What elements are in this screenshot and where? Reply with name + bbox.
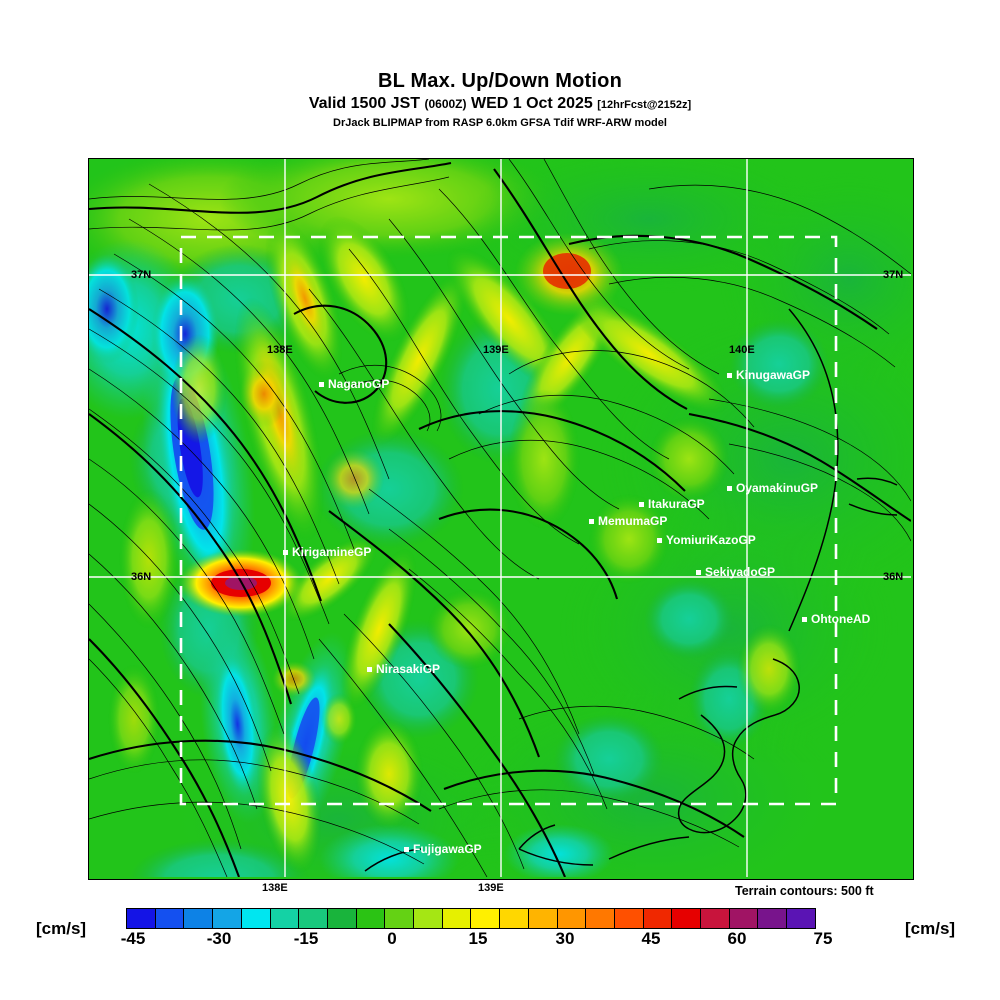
colorbar-tick-30: 30	[555, 929, 575, 948]
station-dot-icon	[802, 616, 807, 622]
graticule-layer	[89, 159, 911, 877]
colorbar-swatch-23	[787, 909, 815, 928]
colorbar-tick-45: 45	[641, 929, 661, 948]
terrain-contour-note: Terrain contours: 500 ft	[735, 884, 874, 898]
colorbar-swatch-17	[614, 909, 644, 928]
station-label: KirigamineGP	[292, 545, 372, 559]
station-label: KinugawaGP	[736, 368, 811, 382]
colorbar-swatch-22	[758, 909, 788, 928]
station-marker-memumagp[interactable]: MemumaGP	[589, 514, 667, 528]
station-label: ItakuraGP	[648, 497, 705, 511]
lon-label-top-0: 138E	[267, 344, 293, 356]
colorbar-swatch-11	[442, 909, 472, 928]
lat-label-right-37n: 37N	[883, 269, 904, 281]
station-dot-icon	[404, 846, 409, 852]
colorbar-swatch-1	[155, 909, 185, 928]
station-dot-icon	[727, 372, 732, 378]
station-marker-oyamakinugp[interactable]: OyamakinuGP	[727, 481, 818, 495]
colorbar-swatch-16	[586, 909, 615, 928]
lon-label-top-1: 139E	[483, 344, 509, 356]
lon-label-bottom-1: 139E	[478, 882, 504, 894]
colorbar-swatch-14	[528, 909, 558, 928]
colorbar-swatch-12	[471, 909, 501, 928]
forecast-domain-box	[179, 235, 838, 806]
colorbar-swatch-5	[270, 909, 300, 928]
station-label: OhtoneAD	[811, 612, 871, 626]
station-marker-sekiyadogp[interactable]: SekiyadoGP	[696, 565, 775, 579]
valid-date: WED 1 Oct 2025	[470, 95, 593, 112]
colorbar-swatch-8	[356, 909, 386, 928]
lat-label-left-37n: 37N	[131, 269, 152, 281]
station-label: OyamakinuGP	[736, 481, 819, 495]
station-dot-icon	[589, 518, 594, 524]
colorbar-swatch-0	[127, 909, 156, 928]
vertical-motion-field	[89, 159, 911, 877]
colorbar-swatch-18	[643, 909, 673, 928]
colorbar-legend: [cm/s] [cm/s] -45 -30 -15 0 15 30 45 60 75	[0, 905, 1000, 965]
colorbar-tick-15: 15	[468, 929, 488, 948]
map-plot-area[interactable]: 138E 139E 140E 37N 37N 36N 36N NaganoGP …	[88, 158, 914, 880]
lat-label-left-36n: 36N	[131, 571, 152, 583]
colorbar-swatch-2	[184, 909, 214, 928]
station-label: SekiyadoGP	[705, 565, 776, 579]
colorbar-swatch-21	[729, 909, 759, 928]
model-source-line: DrJack BLIPMAP from RASP 6.0km GFSA Tdif…	[333, 117, 667, 129]
colorbar-swatches[interactable]	[126, 908, 816, 929]
map-canvas: 138E 139E 140E 37N 37N 36N 36N NaganoGP …	[89, 159, 911, 877]
station-marker-fujigawagp[interactable]: FujigawaGP	[404, 842, 482, 856]
station-label: NirasakiGP	[376, 662, 441, 676]
station-label: FujigawaGP	[413, 842, 482, 856]
station-dot-icon	[367, 666, 372, 672]
colorbar-unit-left: [cm/s]	[36, 919, 87, 938]
colorbar-unit-right: [cm/s]	[905, 919, 956, 938]
colorbar-swatch-7	[327, 909, 357, 928]
station-dot-icon	[319, 381, 324, 387]
lon-label-bottom-0: 138E	[262, 882, 288, 894]
colorbar-swatch-15	[557, 909, 587, 928]
station-dot-icon	[657, 537, 662, 543]
station-marker-naganogp[interactable]: NaganoGP	[319, 377, 389, 391]
lon-label-top-2: 140E	[729, 344, 755, 356]
colorbar-tick--15: -15	[293, 929, 319, 948]
colorbar-swatch-13	[500, 909, 529, 928]
colorbar-swatch-19	[672, 909, 702, 928]
valid-time-line: Valid 1500 JST (0600Z) WED 1 Oct 2025 [1…	[0, 94, 1000, 115]
title-block: BL Max. Up/Down Motion Valid 1500 JST (0…	[0, 70, 1000, 130]
valid-utc: (0600Z)	[424, 97, 467, 111]
station-marker-yomiurikazogp[interactable]: YomiuriKazoGP	[657, 533, 756, 547]
station-dot-icon	[696, 569, 701, 575]
station-marker-ohtonead[interactable]: OhtoneAD	[802, 612, 870, 626]
station-marker-kinugawagp[interactable]: KinugawaGP	[727, 368, 810, 382]
station-marker-kirigaminegp[interactable]: KirigamineGP	[283, 545, 371, 559]
station-label: MemumaGP	[598, 514, 668, 528]
colorbar-swatch-4	[241, 909, 271, 928]
colorbar-tick-75: 75	[813, 929, 833, 948]
station-dot-icon	[283, 549, 288, 555]
colorbar-tick-0: 0	[387, 929, 397, 948]
station-label: NaganoGP	[328, 377, 390, 391]
colorbar-swatch-6	[299, 909, 328, 928]
station-marker-itakuragp[interactable]: ItakuraGP	[639, 497, 705, 511]
colorbar-tick--30: -30	[206, 929, 232, 948]
colorbar-swatch-9	[385, 909, 415, 928]
colorbar-swatch-10	[414, 909, 443, 928]
colorbar-swatch-20	[701, 909, 730, 928]
station-dot-icon	[639, 501, 644, 507]
colorbar-tick--45: -45	[120, 929, 146, 948]
colorbar-swatch-3	[213, 909, 242, 928]
page-title: BL Max. Up/Down Motion	[377, 70, 622, 92]
colorbar-tick-60: 60	[727, 929, 747, 948]
forecast-stamp: [12hrFcst@2152z]	[597, 99, 692, 111]
lat-label-right-36n: 36N	[883, 571, 904, 583]
station-label: YomiuriKazoGP	[666, 533, 756, 547]
station-dot-icon	[727, 485, 732, 491]
station-marker-nirasakigp[interactable]: NirasakiGP	[367, 662, 440, 676]
valid-time: Valid 1500 JST	[308, 95, 421, 112]
